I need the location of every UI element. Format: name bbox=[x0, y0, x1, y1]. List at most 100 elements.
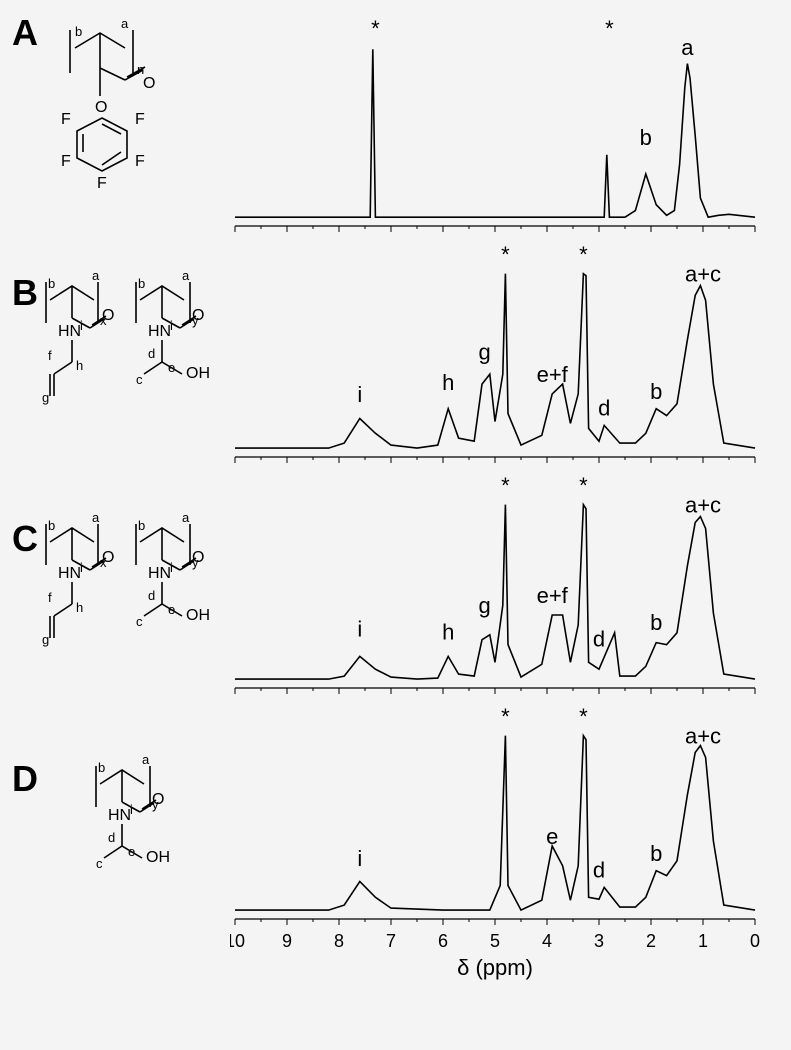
svg-text:O: O bbox=[102, 307, 114, 324]
x-tick-label: 7 bbox=[386, 931, 396, 951]
panel-label-b: B bbox=[12, 272, 38, 314]
peak-label-a: a bbox=[681, 35, 694, 60]
peak-label-g: g bbox=[478, 339, 490, 364]
svg-text:i: i bbox=[80, 560, 83, 575]
peak-label-e-f: e+f bbox=[537, 362, 569, 387]
svg-text:O: O bbox=[192, 307, 204, 324]
svg-text:OH: OH bbox=[186, 607, 210, 624]
svg-text:g: g bbox=[42, 390, 49, 405]
svg-text:F: F bbox=[135, 153, 145, 170]
x-axis-label: δ (ppm) bbox=[457, 955, 533, 980]
solvent-marker: * bbox=[579, 704, 588, 729]
svg-text:c: c bbox=[136, 372, 143, 387]
svg-text:b: b bbox=[75, 24, 82, 39]
svg-text:c: c bbox=[136, 614, 143, 629]
svg-text:O: O bbox=[143, 75, 155, 92]
x-tick-label: 2 bbox=[646, 931, 656, 951]
x-tick-label: 9 bbox=[282, 931, 292, 951]
svg-text:O: O bbox=[95, 99, 107, 116]
svg-text:a: a bbox=[182, 510, 190, 525]
svg-text:i: i bbox=[170, 560, 173, 575]
x-tick-label: 5 bbox=[490, 931, 500, 951]
svg-text:h: h bbox=[76, 358, 83, 373]
peak-label-e: e bbox=[546, 824, 558, 849]
svg-text:c: c bbox=[96, 856, 103, 871]
svg-text:a: a bbox=[142, 752, 150, 767]
solvent-marker: * bbox=[605, 20, 614, 41]
peak-label-d: d bbox=[593, 627, 605, 652]
svg-text:e: e bbox=[168, 602, 175, 617]
peak-label-b: b bbox=[650, 379, 662, 404]
x-tick-label: 8 bbox=[334, 931, 344, 951]
svg-text:a: a bbox=[182, 268, 190, 283]
peak-label-h: h bbox=[442, 370, 454, 395]
svg-text:i: i bbox=[130, 802, 133, 817]
x-tick-label: 6 bbox=[438, 931, 448, 951]
peak-label-a-c: a+c bbox=[685, 262, 721, 287]
peak-label-g: g bbox=[478, 593, 490, 618]
x-tick-label: 4 bbox=[542, 931, 552, 951]
svg-text:O: O bbox=[102, 549, 114, 566]
svg-text:HN: HN bbox=[108, 807, 131, 824]
svg-text:HN: HN bbox=[58, 565, 81, 582]
svg-text:OH: OH bbox=[146, 849, 170, 866]
peak-label-d: d bbox=[593, 858, 605, 883]
peak-label-e-f: e+f bbox=[537, 583, 569, 608]
peak-label-i: i bbox=[357, 617, 362, 642]
spectrum-d bbox=[235, 736, 755, 910]
svg-text:h: h bbox=[76, 600, 83, 615]
nmr-plot-stack: **ab**ihge+fdba+c**ihge+fdba+c**iedba+c1… bbox=[230, 20, 780, 1030]
peak-label-d: d bbox=[598, 396, 610, 421]
svg-text:i: i bbox=[170, 318, 173, 333]
svg-text:O: O bbox=[152, 791, 164, 808]
svg-text:d: d bbox=[148, 346, 155, 361]
structure-d: HN OH ab y i de c O bbox=[90, 752, 240, 962]
svg-text:a: a bbox=[92, 268, 100, 283]
solvent-marker: * bbox=[501, 704, 510, 729]
peak-label-b: b bbox=[650, 841, 662, 866]
svg-text:F: F bbox=[61, 111, 71, 128]
svg-text:e: e bbox=[128, 844, 135, 859]
spectrum-c bbox=[235, 505, 755, 679]
svg-text:a: a bbox=[92, 510, 100, 525]
svg-text:F: F bbox=[135, 111, 145, 128]
x-tick-label: 3 bbox=[594, 931, 604, 951]
peak-label-i: i bbox=[357, 382, 362, 407]
svg-text:a: a bbox=[121, 18, 129, 31]
svg-text:b: b bbox=[48, 518, 55, 533]
spectrum-a bbox=[235, 49, 755, 217]
x-tick-label: 0 bbox=[750, 931, 760, 951]
structure-b: HN HN OH ab ab xy ii fh g de c OO bbox=[40, 268, 235, 498]
svg-text:F: F bbox=[97, 175, 107, 192]
solvent-marker: * bbox=[579, 473, 588, 498]
svg-text:HN: HN bbox=[148, 323, 171, 340]
panel-label-d: D bbox=[12, 758, 38, 800]
peak-label-b: b bbox=[650, 610, 662, 635]
peak-label-a-c: a+c bbox=[685, 724, 721, 749]
svg-text:OH: OH bbox=[186, 365, 210, 382]
svg-text:g: g bbox=[42, 632, 49, 647]
svg-text:O: O bbox=[192, 549, 204, 566]
svg-text:b: b bbox=[48, 276, 55, 291]
solvent-marker: * bbox=[501, 473, 510, 498]
peak-label-b: b bbox=[640, 125, 652, 150]
svg-text:F: F bbox=[61, 153, 71, 170]
svg-text:d: d bbox=[108, 830, 115, 845]
svg-text:i: i bbox=[80, 318, 83, 333]
x-tick-label: 10 bbox=[230, 931, 245, 951]
peak-label-h: h bbox=[442, 620, 454, 645]
panel-label-a: A bbox=[12, 12, 38, 54]
figure-root: A B C D O F F F F F O a b n bbox=[0, 0, 791, 1050]
solvent-marker: * bbox=[371, 20, 380, 41]
peak-label-a-c: a+c bbox=[685, 493, 721, 518]
structure-c: HN HN OH ab ab xy ii fh g de c OO bbox=[40, 510, 235, 740]
svg-text:b: b bbox=[138, 518, 145, 533]
peak-label-i: i bbox=[357, 846, 362, 871]
svg-text:d: d bbox=[148, 588, 155, 603]
svg-text:HN: HN bbox=[58, 323, 81, 340]
svg-text:f: f bbox=[48, 590, 52, 605]
structure-a: O F F F F F O a b n bbox=[55, 18, 225, 248]
spectrum-b bbox=[235, 274, 755, 448]
svg-text:f: f bbox=[48, 348, 52, 363]
panel-label-c: C bbox=[12, 518, 38, 560]
